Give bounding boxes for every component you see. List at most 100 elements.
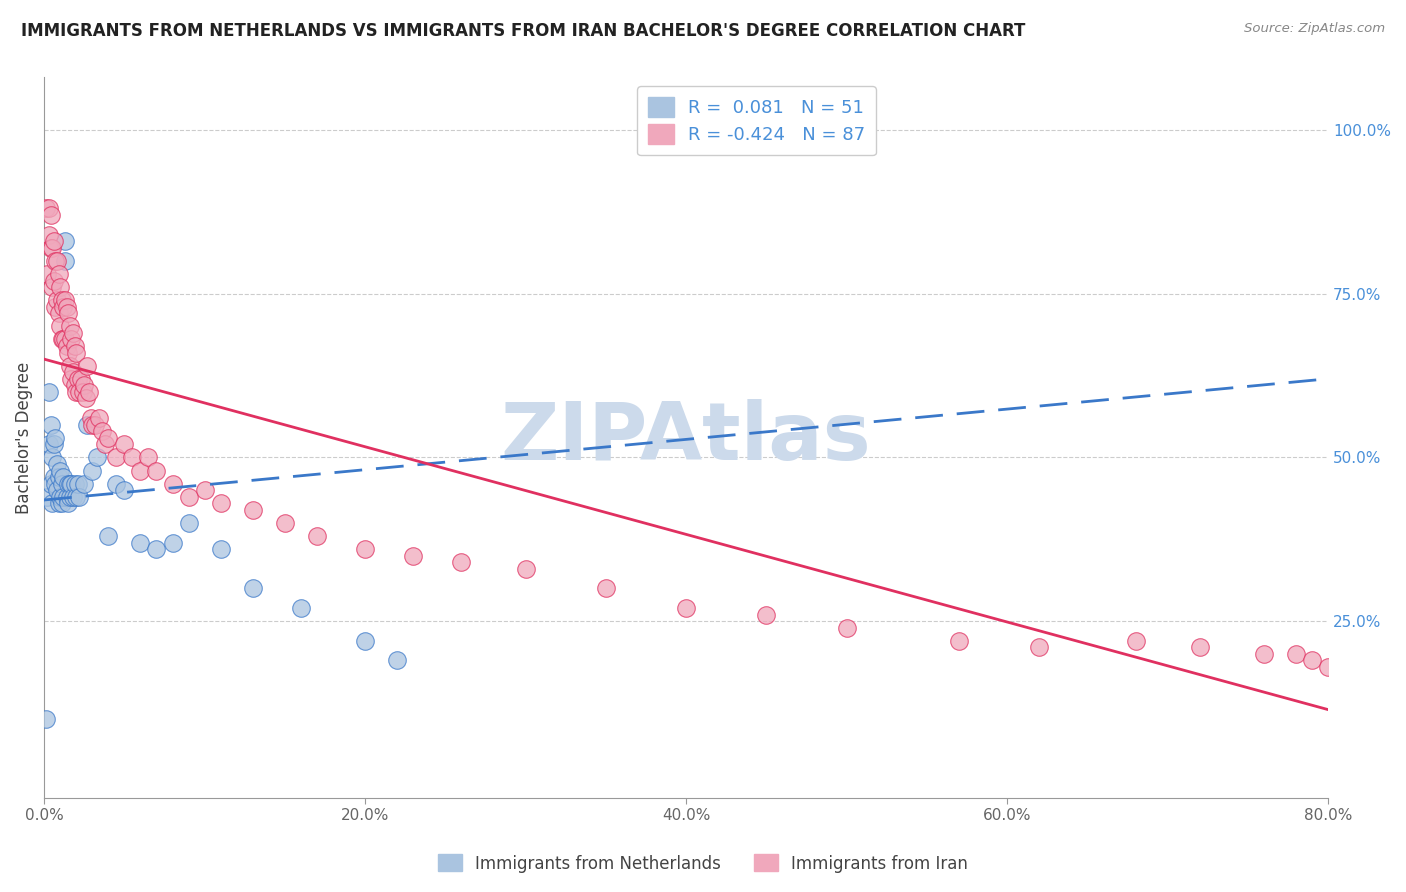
Point [90,424,112,438]
Point [82,417,104,432]
Point [112,483,135,498]
Point [70,372,93,386]
Point [55,300,77,314]
Legend: Immigrants from Netherlands, Immigrants from Iran: Immigrants from Netherlands, Immigrants … [432,847,974,880]
Point [77,384,100,399]
Point [242,582,264,596]
Point [1333,666,1355,681]
Point [73,476,96,491]
Point [194,483,217,498]
Point [51,476,73,491]
Point [1398,693,1406,707]
Point [35,202,58,216]
Point [1188,640,1211,655]
Point [59,476,82,491]
Text: ZIPAtlas: ZIPAtlas [501,399,872,476]
Point [1125,633,1147,648]
Point [55,490,77,504]
Point [37,267,59,281]
Point [595,582,617,596]
Point [38,384,60,399]
Point [112,437,135,451]
Point [72,384,94,399]
Point [86,450,108,465]
Point [60,333,83,347]
Point [53,293,76,308]
Y-axis label: Bachelor's Degree: Bachelor's Degree [15,361,32,514]
Point [1301,653,1323,667]
Point [39,208,62,222]
Point [82,463,104,477]
Point [41,241,63,255]
Point [97,529,120,543]
Point [48,306,70,320]
Point [1317,660,1340,674]
Point [42,437,65,451]
Point [177,516,200,530]
Point [305,529,328,543]
Point [39,476,62,491]
Point [52,470,75,484]
Point [38,202,60,216]
Point [354,633,377,648]
Point [515,562,537,576]
Point [387,653,409,667]
Point [41,496,63,510]
Point [48,267,70,281]
Point [209,542,232,557]
Point [46,253,69,268]
Point [38,437,60,451]
Point [59,359,82,373]
Point [44,300,66,314]
Point [94,437,117,451]
Point [84,417,107,432]
Point [49,463,72,477]
Point [53,234,76,248]
Point [41,280,63,294]
Point [354,542,377,557]
Point [38,227,60,242]
Point [73,378,96,392]
Point [242,503,264,517]
Point [41,450,63,465]
Text: IMMIGRANTS FROM NETHERLANDS VS IMMIGRANTS FROM IRAN BACHELOR'S DEGREE CORRELATIO: IMMIGRANTS FROM NETHERLANDS VS IMMIGRANT… [21,22,1025,40]
Point [162,535,184,549]
Point [105,476,128,491]
Point [44,431,66,445]
Point [1253,647,1275,661]
Point [63,378,86,392]
Point [42,234,65,248]
Point [1285,647,1308,661]
Point [121,450,143,465]
Point [52,333,75,347]
Point [48,470,70,484]
Point [209,496,232,510]
Text: Source: ZipAtlas.com: Source: ZipAtlas.com [1244,22,1385,36]
Point [76,359,98,373]
Point [46,483,69,498]
Point [79,411,101,425]
Point [56,496,79,510]
Point [755,607,778,622]
Point [56,345,79,359]
Point [62,326,84,340]
Point [39,241,62,255]
Point [51,496,73,510]
Point [59,319,82,334]
Point [145,463,167,477]
Point [60,476,83,491]
Point [49,319,72,334]
Point [67,384,90,399]
Point [948,633,970,648]
Point [48,496,70,510]
Point [52,300,75,314]
Point [835,621,858,635]
Point [60,372,83,386]
Point [53,253,76,268]
Point [177,490,200,504]
Point [44,253,66,268]
Point [49,280,72,294]
Point [1381,686,1403,700]
Point [37,490,59,504]
Point [42,273,65,287]
